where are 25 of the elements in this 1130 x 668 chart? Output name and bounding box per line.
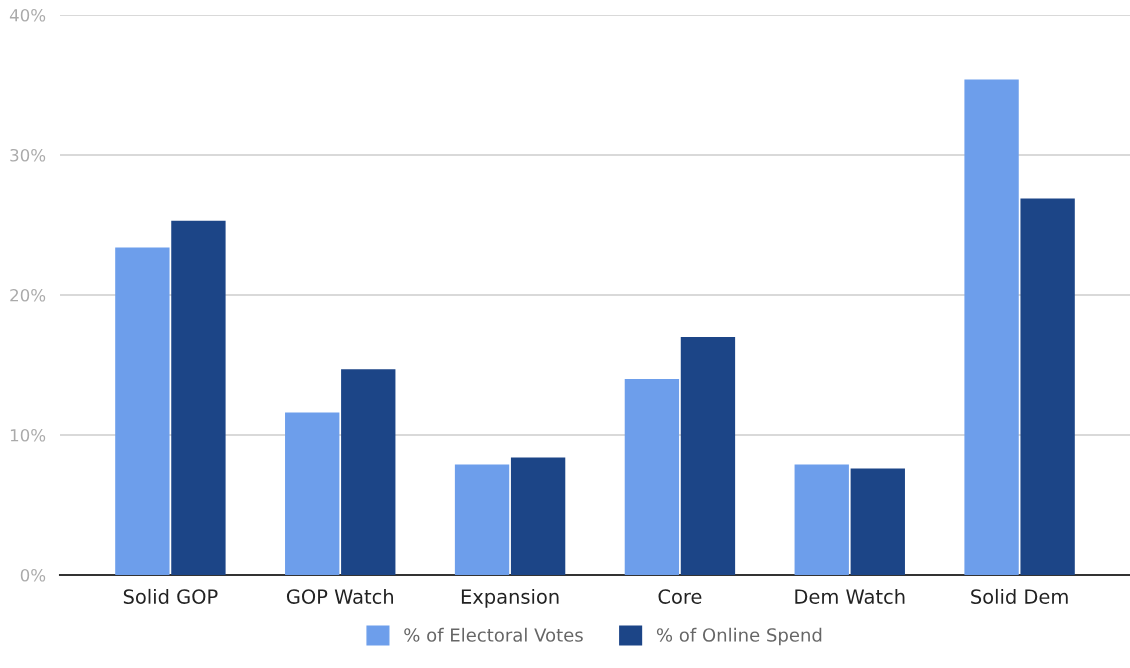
bar (285, 412, 340, 575)
bar (341, 369, 396, 575)
bar (794, 464, 849, 575)
x-tick-label: Solid Dem (971, 588, 1068, 604)
x-tick-label: GOP Watch (286, 588, 393, 604)
y-tick-label: 40% (9, 8, 46, 22)
bar (115, 247, 170, 575)
y-tick-label: 10% (10, 428, 46, 442)
x-tick-label: Dem Watch (795, 588, 905, 604)
x-tick-label: Expansion (461, 588, 559, 608)
y-tick-label: 30% (10, 148, 46, 162)
bar (850, 468, 905, 575)
bar (454, 464, 510, 575)
bar (1020, 198, 1075, 575)
bar (624, 379, 680, 575)
x-tick-label: Solid GOP (123, 588, 218, 604)
bar (680, 337, 736, 575)
bar (171, 220, 226, 575)
x-tick-label: Core (658, 589, 702, 604)
legend-label: % of Online Spend (656, 627, 822, 646)
y-tick-label: 20% (10, 288, 46, 302)
bar (510, 457, 566, 575)
legend-label: % of Electoral Votes (404, 627, 583, 642)
y-tick-label: 0% (20, 568, 46, 582)
bar (964, 79, 1019, 575)
